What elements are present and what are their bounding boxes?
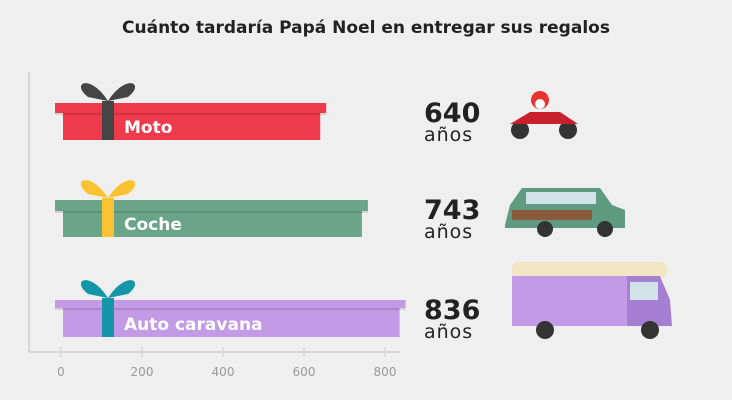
bar-lid — [55, 103, 327, 113]
bar-label: Moto — [124, 118, 172, 138]
camper-body — [512, 276, 627, 326]
value-label: 743 — [424, 195, 481, 226]
bar-moto: Moto — [55, 83, 327, 140]
x-tick-label: 600 — [293, 365, 316, 379]
bar-label: Coche — [124, 215, 182, 235]
x-tick-label: 0 — [57, 365, 65, 379]
bow-icon — [80, 83, 136, 101]
wheel — [511, 121, 529, 139]
value-label: 836 — [424, 295, 481, 326]
wheel — [597, 221, 613, 237]
wheel — [641, 321, 659, 339]
value-label: 640 — [424, 98, 481, 129]
camper-top — [512, 262, 667, 278]
x-tick-label: 400 — [212, 365, 235, 379]
car-windows — [526, 192, 596, 204]
ribbon — [102, 298, 114, 337]
unit-label: años — [424, 124, 474, 146]
wheel — [537, 221, 553, 237]
wheel — [536, 321, 554, 339]
ribbon — [102, 198, 114, 237]
x-tick-label: 800 — [374, 365, 397, 379]
bar-body — [63, 113, 321, 140]
chart-title: Cuánto tardaría Papá Noel en entregar su… — [122, 18, 610, 38]
motorcycle-santa-icon — [510, 91, 578, 139]
bar-coche: Coche — [55, 180, 368, 237]
wood-panel — [512, 210, 592, 220]
bar-lid — [55, 300, 406, 308]
beard — [535, 99, 545, 109]
unit-label: años — [424, 321, 474, 343]
x-tick-label: 200 — [131, 365, 154, 379]
bar-lid — [55, 200, 368, 211]
bar-body — [63, 308, 400, 337]
bar-lid-shadow — [55, 211, 368, 213]
camper-van-santa-icon — [512, 262, 672, 339]
station-wagon-santa-icon — [505, 188, 625, 237]
bow-icon — [80, 180, 136, 198]
cab-window — [630, 282, 658, 300]
bow-icon — [80, 280, 136, 298]
bar-label: Auto caravana — [124, 315, 263, 335]
wheel — [559, 121, 577, 139]
bar-lid-shadow — [55, 308, 406, 310]
bar-auto-caravana: Auto caravana — [55, 280, 406, 337]
unit-label: años — [424, 221, 474, 243]
bar-lid-shadow — [55, 113, 327, 115]
ribbon — [102, 101, 114, 140]
moto-body — [510, 112, 578, 124]
